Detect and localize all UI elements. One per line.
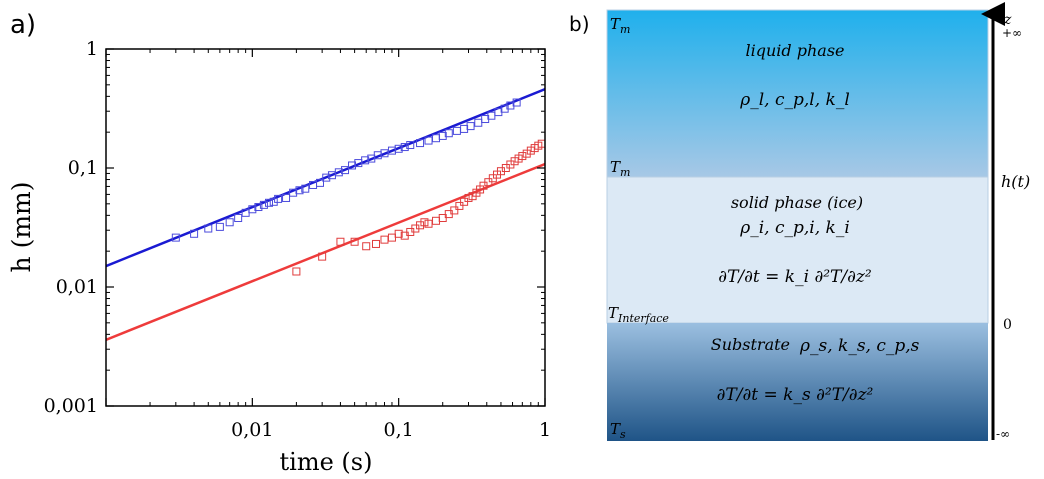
series-1-point (450, 206, 459, 215)
substrate-region (607, 323, 988, 441)
y-axis-label: h (mm) (7, 182, 36, 273)
series-0-point (259, 200, 268, 209)
series-0-point (416, 139, 425, 148)
series-0-point (215, 222, 224, 231)
series-0-point (438, 131, 447, 140)
loglog-chart: 0,01 0,1 1 0,001 0,01 0,1 1 h (mm) time (s) (7, 38, 551, 476)
series-1-point (432, 216, 441, 225)
series-1-point (518, 152, 527, 161)
plot-frame (105, 48, 546, 407)
substrate-temperature: Ts (610, 420, 626, 441)
top-temperature: Tm (610, 15, 630, 36)
solid-title: solid phase (ice) (731, 193, 863, 212)
liquid-properties: ρ_l, c_p,l, k_l (739, 90, 850, 110)
substrate-properties: ρ_s, k_s, c_p,s (799, 336, 920, 356)
z-axis-label: z (1003, 12, 1012, 28)
series-0-point (466, 122, 475, 131)
series-0-point (282, 193, 291, 202)
series-1-point (380, 235, 389, 244)
substrate-title: Substrate (711, 335, 790, 354)
z-zero: 0 (1003, 317, 1012, 333)
series-0-point (432, 134, 441, 143)
series-0-point (400, 143, 409, 152)
y-tick-label: 0,1 (68, 157, 98, 179)
series-0-point (322, 173, 331, 182)
series-0-point (341, 166, 350, 175)
series-0-point (301, 184, 310, 193)
series-1-point (387, 233, 396, 242)
series-0-point (254, 203, 263, 212)
series-1-point (292, 267, 301, 276)
series-0-point (348, 161, 357, 170)
series-1-point (362, 242, 371, 251)
liquid-solid-temperature: Tm (610, 158, 630, 179)
x-tick-label: 1 (539, 419, 551, 441)
series-0-point (444, 129, 453, 138)
y-tick-label: 0,001 (44, 395, 98, 417)
series-1-point (455, 201, 464, 210)
series-0-point (474, 118, 483, 127)
series-1-point (537, 139, 545, 148)
solid-heat-equation: ∂T/∂t = k_i ∂²T/∂z² (718, 267, 872, 287)
series-0-point (248, 205, 257, 214)
series-1-point (318, 252, 327, 261)
panel-a-label: a) (10, 10, 37, 40)
substrate-heat-equation: ∂T/∂t = k_s ∂²T/∂z² (717, 385, 874, 405)
panel-b-label: b) (569, 12, 590, 36)
solid-region (606, 176, 989, 324)
series-1-point (336, 237, 345, 246)
series-0-point (512, 98, 521, 107)
series-0-point (394, 144, 403, 153)
series-0-point (460, 124, 469, 133)
z-minus-infinity: -∞ (996, 427, 1010, 441)
series-0-point (225, 218, 234, 227)
liquid-region (606, 9, 989, 178)
series-0-point (234, 214, 243, 223)
series-1-point (371, 239, 380, 248)
series-0-point (315, 178, 324, 187)
series-1-point (394, 229, 403, 238)
series-0-point (289, 188, 298, 197)
series-0-point (204, 224, 213, 233)
series-0-point (269, 197, 278, 206)
series-1-point (350, 237, 359, 246)
series-0-point (361, 156, 370, 165)
series-0-point (506, 101, 515, 110)
series-0-point (274, 194, 283, 203)
series-1-point (464, 193, 473, 202)
series-0-point (190, 229, 199, 238)
liquid-title: liquid phase (746, 41, 845, 60)
series-0-point (406, 141, 415, 150)
fit-line-1 (106, 162, 545, 341)
series-0-point (334, 168, 343, 177)
series-0-point (295, 186, 304, 195)
x-axis-label: time (s) (280, 448, 373, 476)
series-0-point (265, 198, 274, 207)
series-0-point (171, 233, 180, 242)
z-plus-infinity: +∞ (1002, 26, 1022, 40)
solid-properties: ρ_i, c_p,i, k_i (739, 218, 850, 238)
x-tick-label: 0,1 (384, 419, 414, 441)
series-1-point (420, 218, 429, 227)
y-tick-label: 1 (86, 38, 98, 60)
z-h-of-t: h(t) (1001, 172, 1030, 191)
x-tick-label: 0,01 (231, 419, 273, 441)
y-tick-label: 0,01 (56, 276, 98, 298)
series-0-point (452, 126, 461, 135)
interface-temperature: TInterface (608, 304, 669, 325)
